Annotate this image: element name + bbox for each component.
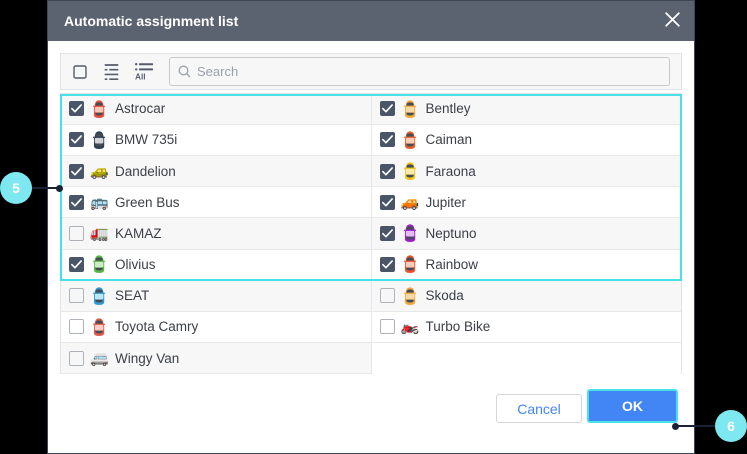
svg-text:All: All bbox=[135, 71, 146, 80]
